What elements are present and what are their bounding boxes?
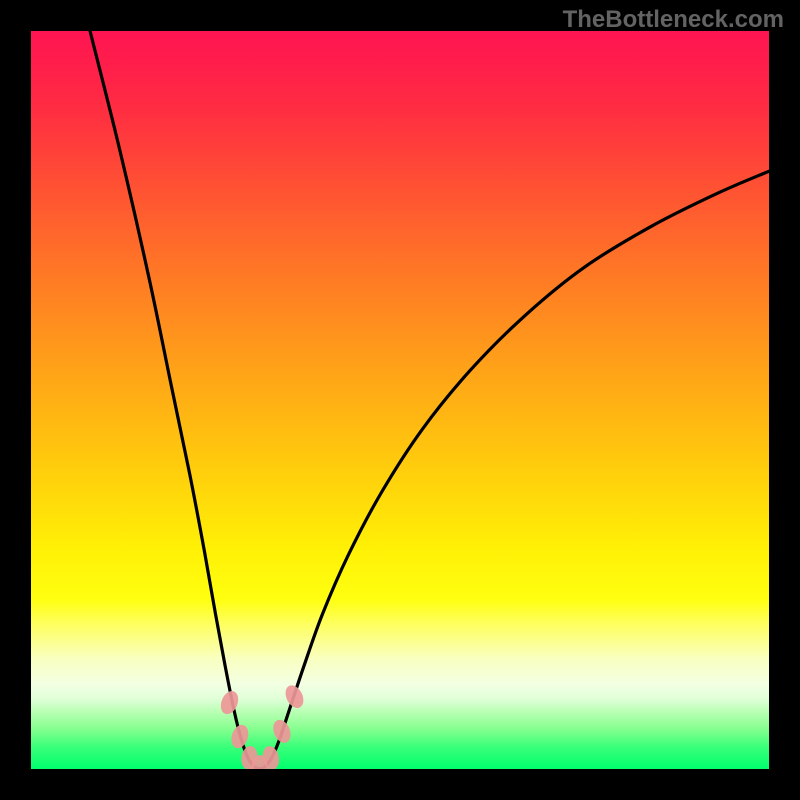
curve-markers (218, 682, 307, 769)
plot-area (31, 31, 769, 769)
curve-marker (229, 723, 252, 751)
curve-marker (282, 682, 307, 711)
curve-marker (218, 688, 242, 716)
chart-svg (31, 31, 769, 769)
watermark-text: TheBottleneck.com (563, 6, 784, 34)
curve-marker (270, 717, 294, 745)
bottleneck-curve (90, 31, 769, 769)
